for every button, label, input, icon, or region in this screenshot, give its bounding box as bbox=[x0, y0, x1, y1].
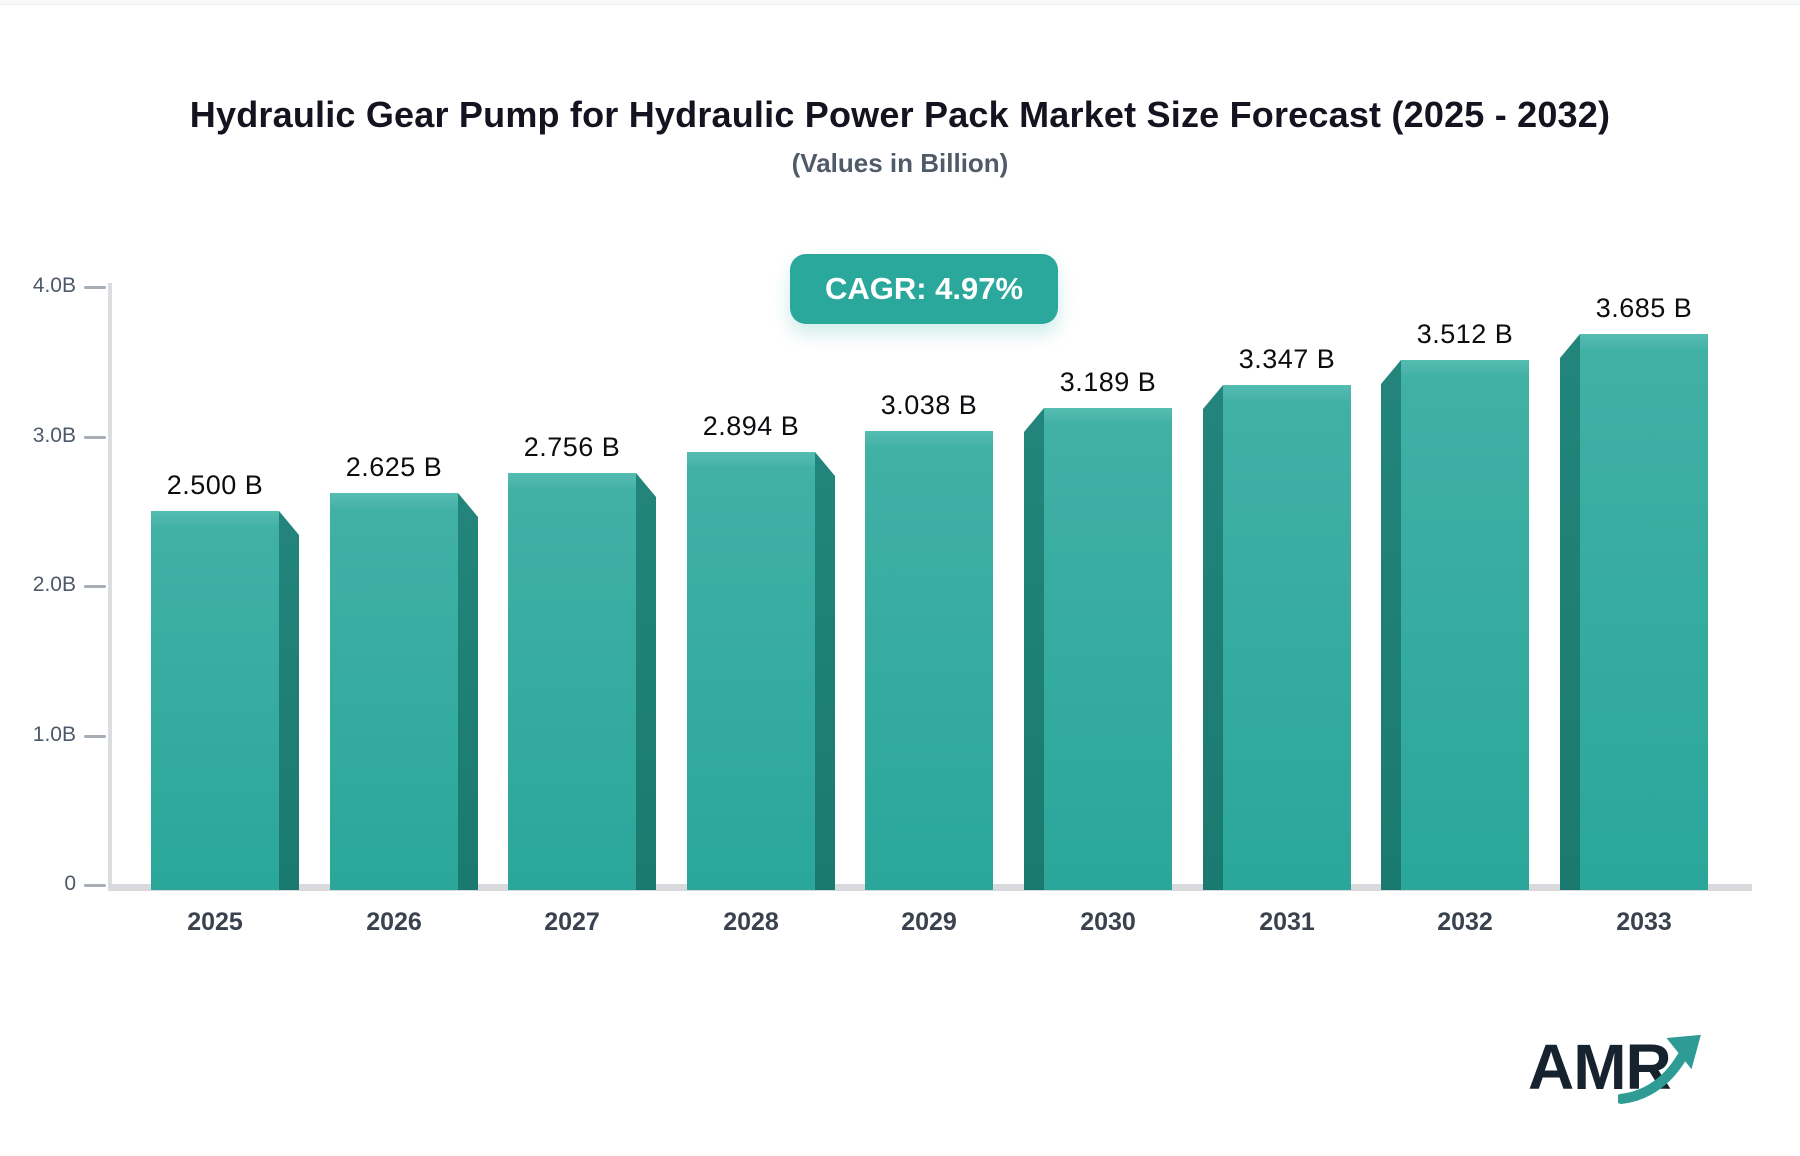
logo-link[interactable]: AMR bbox=[1528, 1028, 1738, 1123]
bar-value-label: 2.756 B bbox=[523, 432, 621, 462]
y-axis-tick bbox=[84, 734, 106, 738]
chart-title: Hydraulic Gear Pump for Hydraulic Power … bbox=[189, 94, 1611, 135]
y-axis-tick bbox=[84, 884, 106, 887]
bar-side-face bbox=[458, 493, 478, 890]
bar-value-label: 3.189 B bbox=[1059, 367, 1157, 397]
x-axis-label: 2029 bbox=[901, 908, 957, 936]
bar-side-face bbox=[279, 511, 299, 890]
x-axis-label: 2030 bbox=[1080, 908, 1136, 936]
chart-subtitle: (Values in Billion) bbox=[791, 148, 1009, 178]
bar-side-face bbox=[1203, 385, 1223, 890]
bar-side-face bbox=[1024, 408, 1044, 890]
bar-side-face bbox=[1381, 360, 1401, 890]
x-axis-label: 2026 bbox=[366, 908, 422, 936]
bar-value-label: 3.512 B bbox=[1416, 319, 1514, 349]
y-axis-tick-label: 0 bbox=[64, 872, 76, 895]
bar bbox=[687, 452, 815, 890]
bar bbox=[1223, 385, 1351, 890]
y-axis-line bbox=[108, 283, 112, 891]
bar-value-label: 2.500 B bbox=[166, 470, 264, 500]
x-axis-label: 2032 bbox=[1437, 908, 1493, 936]
x-axis-label: 2025 bbox=[187, 908, 243, 936]
cagr-badge-label: CAGR: 4.97% bbox=[824, 271, 1024, 306]
y-axis-tick-label: 2.0B bbox=[32, 573, 76, 596]
bar-value-label: 3.685 B bbox=[1595, 293, 1693, 323]
bar bbox=[865, 431, 993, 890]
bar bbox=[1580, 334, 1708, 890]
y-axis-tick bbox=[84, 286, 106, 289]
bar bbox=[1044, 408, 1172, 890]
bar bbox=[1401, 360, 1529, 890]
bar-side-face bbox=[636, 473, 656, 890]
y-axis-tick bbox=[84, 435, 106, 439]
bar bbox=[151, 511, 279, 890]
bar-side-face bbox=[1560, 334, 1580, 890]
y-axis-tick-label: 4.0B bbox=[32, 274, 76, 297]
growth-arrow-icon bbox=[1618, 1034, 1701, 1105]
y-axis-tick-label: 1.0B bbox=[32, 722, 76, 746]
bar-value-label: 3.347 B bbox=[1238, 344, 1336, 374]
y-axis-tick bbox=[84, 585, 106, 588]
page-top-strip bbox=[0, 0, 1800, 5]
bar-value-label: 3.038 B bbox=[880, 390, 978, 420]
x-axis-label: 2027 bbox=[544, 908, 600, 936]
bar bbox=[330, 493, 458, 890]
bar-side-face bbox=[815, 452, 835, 890]
bar-value-label: 2.894 B bbox=[702, 411, 800, 441]
bar-value-label: 2.625 B bbox=[345, 452, 443, 482]
x-axis-label: 2028 bbox=[723, 908, 779, 936]
bar bbox=[508, 473, 636, 890]
x-axis-label: 2033 bbox=[1616, 908, 1672, 936]
x-axis-label: 2031 bbox=[1259, 908, 1315, 936]
cagr-badge: CAGR: 4.97% bbox=[790, 254, 1058, 324]
y-axis-tick-label: 3.0B bbox=[32, 423, 76, 447]
